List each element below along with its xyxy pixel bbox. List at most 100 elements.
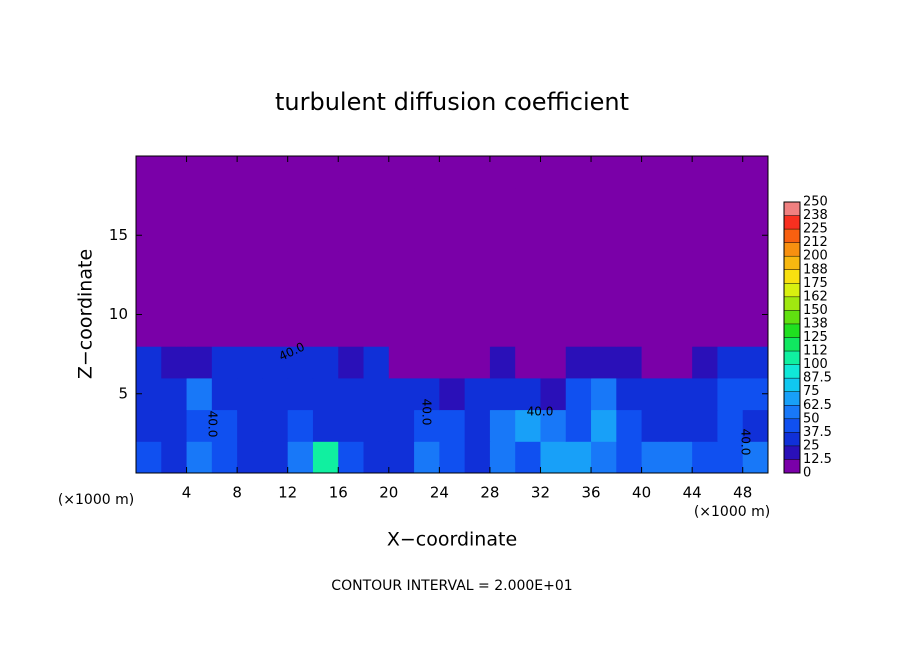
cell [414,187,440,220]
cell [237,219,263,252]
cell [515,219,541,252]
cell [742,282,769,315]
colorbar-swatch [784,418,800,433]
cell [666,377,693,411]
contour-label: 40.0 [206,411,220,438]
cell [641,156,668,189]
cell [464,219,491,252]
cell [515,187,541,220]
colorbar-swatch [784,215,800,230]
cell [489,409,516,442]
cell [540,346,567,379]
cell [692,251,718,284]
cell [161,156,188,189]
cell [439,219,466,252]
cell [211,314,238,347]
colorbar-label: 138 [803,316,828,331]
cell [338,219,365,252]
colorbar-swatch [784,269,800,284]
cell [363,346,390,379]
cell [692,187,718,220]
cell [262,409,289,442]
cell [692,377,718,411]
cell [186,187,213,220]
cell [692,346,718,379]
cell [666,219,693,252]
cell [717,377,744,411]
x-tick-label: 20 [379,484,398,502]
cell [591,377,617,411]
cell [312,187,339,220]
x-tick-label: 8 [232,484,242,502]
cell [717,156,744,189]
cell [692,156,718,189]
cell [338,377,365,411]
cell [641,441,668,474]
colorbar-label: 238 [803,208,828,223]
cell [489,346,516,379]
colorbar-label: 188 [803,262,828,277]
cell [186,219,213,252]
cell [489,282,516,315]
cell [439,187,466,220]
colorbar-swatch [784,378,800,392]
cell [666,314,693,347]
colorbar-swatch [784,459,800,473]
cell [616,187,643,220]
cell [287,156,314,189]
cell [666,156,693,189]
cell [186,377,213,411]
cell [262,377,289,411]
cell [287,346,314,379]
colorbar-swatch [784,229,800,243]
cell [717,251,744,284]
cell [666,187,693,220]
cell [439,441,466,474]
cell [287,251,314,284]
cell [161,187,188,220]
cell [287,441,314,474]
cell [717,282,744,315]
cell [565,314,592,347]
cell [262,187,289,220]
x-tick-label: 32 [531,484,550,502]
cell [186,251,213,284]
cell [540,219,567,252]
cell [161,346,188,379]
x-tick-label: 12 [278,484,297,502]
cell [363,156,390,189]
cell [338,156,365,189]
cell [540,314,567,347]
cell [211,377,238,411]
cell [641,219,668,252]
cell [464,409,491,442]
cell [692,409,718,442]
cell [464,441,491,474]
cell [338,409,365,442]
cell [161,409,188,442]
cell [439,377,466,411]
cell [414,441,440,474]
cell [388,314,415,347]
colorbar-label: 62.5 [803,398,832,413]
cell [237,156,263,189]
x-unit-right: (×1000 m) [694,504,770,520]
x-tick-label: 28 [480,484,499,502]
cell [439,409,466,442]
cell [464,187,491,220]
cell [136,346,162,379]
colorbar-swatch [784,202,800,216]
cell [414,346,440,379]
contour-label: 40.0 [420,399,434,426]
colorbar-label: 225 [803,222,828,237]
cell [338,314,365,347]
cell [136,314,162,347]
cell [211,409,238,442]
cell [287,187,314,220]
y-tick-label: 10 [109,305,128,323]
cell [439,251,466,284]
cell [591,441,617,474]
cell [287,409,314,442]
colorbar-label: 175 [803,276,828,291]
colorbar-label: 125 [803,330,828,345]
